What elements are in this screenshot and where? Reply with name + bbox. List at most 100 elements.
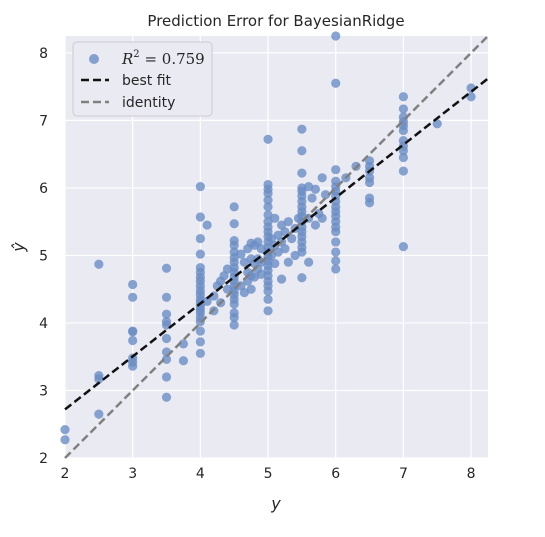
data-point — [178, 356, 189, 366]
y-axis-label: ŷ — [9, 242, 28, 253]
data-point — [246, 284, 256, 294]
data-point — [128, 361, 138, 371]
data-point — [283, 217, 293, 227]
y-tick-label: 2 — [39, 451, 48, 467]
data-point — [236, 249, 246, 259]
data-point — [276, 274, 287, 284]
data-point — [161, 372, 172, 382]
data-point — [161, 263, 172, 273]
x-tick-label: 5 — [264, 466, 273, 482]
y-tick-label: 6 — [39, 181, 48, 197]
data-point — [263, 202, 273, 212]
data-point — [310, 220, 321, 230]
x-tick-label: 4 — [196, 466, 205, 482]
data-point — [195, 326, 205, 336]
data-point — [128, 327, 138, 337]
y-tick-labels: 2 3 4 5 6 7 8 — [39, 46, 48, 467]
data-point — [364, 198, 375, 208]
legend-r2-value: = 0.759 — [140, 50, 205, 68]
chart-title: Prediction Error for BayesianRidge — [147, 12, 404, 30]
best-fit-line — [64, 77, 489, 411]
data-point — [331, 227, 341, 237]
data-point — [161, 354, 172, 365]
data-point — [398, 125, 408, 136]
data-point — [297, 247, 307, 257]
x-tick-label: 7 — [399, 466, 408, 482]
data-point — [304, 257, 314, 267]
data-point — [94, 409, 104, 419]
data-point — [398, 242, 408, 252]
data-point — [128, 335, 138, 346]
data-point — [229, 202, 239, 212]
data-point — [297, 124, 307, 134]
data-point — [94, 259, 104, 269]
data-point — [229, 312, 239, 323]
data-point — [195, 337, 205, 347]
data-point — [270, 258, 280, 269]
legend-best-fit-label: best fit — [122, 73, 172, 89]
data-point — [161, 309, 172, 319]
data-point — [263, 134, 273, 144]
x-tick-label: 3 — [128, 466, 137, 482]
data-point — [287, 233, 297, 244]
y-tick-label: 4 — [39, 316, 48, 332]
data-point — [161, 392, 172, 402]
data-point — [229, 240, 239, 250]
x-tick-label: 6 — [331, 466, 340, 482]
data-point — [320, 190, 331, 200]
data-point — [331, 237, 341, 247]
data-point — [60, 435, 70, 445]
legend: R2 = 0.759 best fit identity — [72, 41, 213, 117]
data-point — [280, 244, 290, 254]
data-point — [195, 348, 205, 358]
data-point — [297, 146, 307, 156]
data-point — [263, 188, 273, 198]
data-point — [178, 339, 189, 349]
data-point — [229, 219, 239, 229]
x-tick-labels: 2 3 4 5 6 7 8 — [61, 466, 476, 482]
data-point — [398, 166, 408, 176]
data-point — [331, 165, 341, 175]
data-point — [331, 78, 341, 88]
legend-r2-label: R2 = 0.759 — [121, 49, 205, 68]
data-point — [202, 220, 212, 230]
x-tick-label: 8 — [467, 466, 476, 482]
data-point — [331, 264, 341, 274]
x-axis-label: y — [270, 494, 281, 513]
legend-identity-label: identity — [122, 95, 175, 111]
data-point — [364, 177, 375, 188]
data-point — [263, 306, 273, 316]
legend-r2-symbol: R — [121, 50, 133, 68]
data-point — [195, 212, 205, 222]
reference-lines — [64, 35, 489, 459]
data-point — [307, 193, 317, 203]
x-tick-label: 2 — [61, 466, 70, 482]
y-tick-label: 3 — [39, 383, 48, 399]
legend-r2-superscript: 2 — [133, 49, 139, 60]
data-point — [128, 279, 138, 290]
y-tick-label: 7 — [39, 113, 48, 129]
data-point — [195, 181, 205, 192]
data-point — [297, 273, 307, 283]
data-point — [263, 286, 273, 296]
data-point — [398, 146, 408, 156]
data-point — [270, 213, 280, 223]
data-point — [161, 292, 172, 302]
data-point — [128, 292, 138, 302]
legend-box — [72, 41, 213, 117]
data-point — [331, 247, 341, 257]
data-point — [317, 173, 327, 183]
data-point — [310, 184, 321, 194]
data-point — [195, 233, 205, 244]
legend-points-marker — [89, 54, 99, 64]
identity-line — [64, 35, 489, 459]
y-tick-label: 8 — [39, 46, 48, 62]
y-tick-label: 5 — [39, 248, 48, 264]
data-point — [398, 152, 408, 163]
data-point — [317, 213, 327, 223]
data-point — [297, 168, 307, 178]
data-point — [229, 299, 239, 309]
data-point — [398, 92, 408, 102]
data-point — [229, 320, 239, 330]
